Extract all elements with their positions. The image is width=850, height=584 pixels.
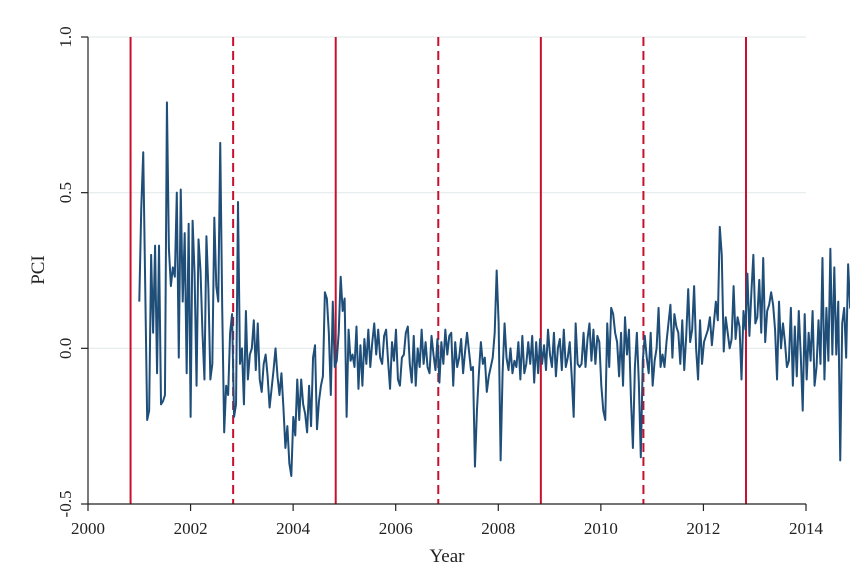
x-tick-label-6: 2012 — [686, 519, 720, 538]
event-lines-layer — [129, 37, 747, 504]
series-layer — [138, 101, 850, 477]
x-tick-label-2: 2004 — [276, 519, 311, 538]
x-tick-label-3: 2006 — [379, 519, 413, 538]
y-tick-label-2: 0.5 — [56, 182, 75, 203]
x-axis-title: Year — [429, 546, 465, 567]
y-axis-title: PCI — [28, 255, 49, 285]
x-tick-label-1: 2002 — [174, 519, 208, 538]
y-tick-label-1: 0.0 — [56, 338, 75, 359]
x-tick-label-4: 2008 — [481, 519, 515, 538]
y-tick-label-0: -0.5 — [56, 491, 75, 518]
series-line-0 — [138, 101, 850, 477]
y-tick-label-3: 1.0 — [56, 26, 75, 47]
x-tick-label-0: 2000 — [71, 519, 105, 538]
axis-layer: -0.5 0.0 0.5 1.0 2000 2002 2004 2006 2008 2010 201… — [56, 26, 824, 538]
x-tick-label-7: 2014 — [789, 519, 824, 538]
x-tick-label-5: 2010 — [584, 519, 618, 538]
